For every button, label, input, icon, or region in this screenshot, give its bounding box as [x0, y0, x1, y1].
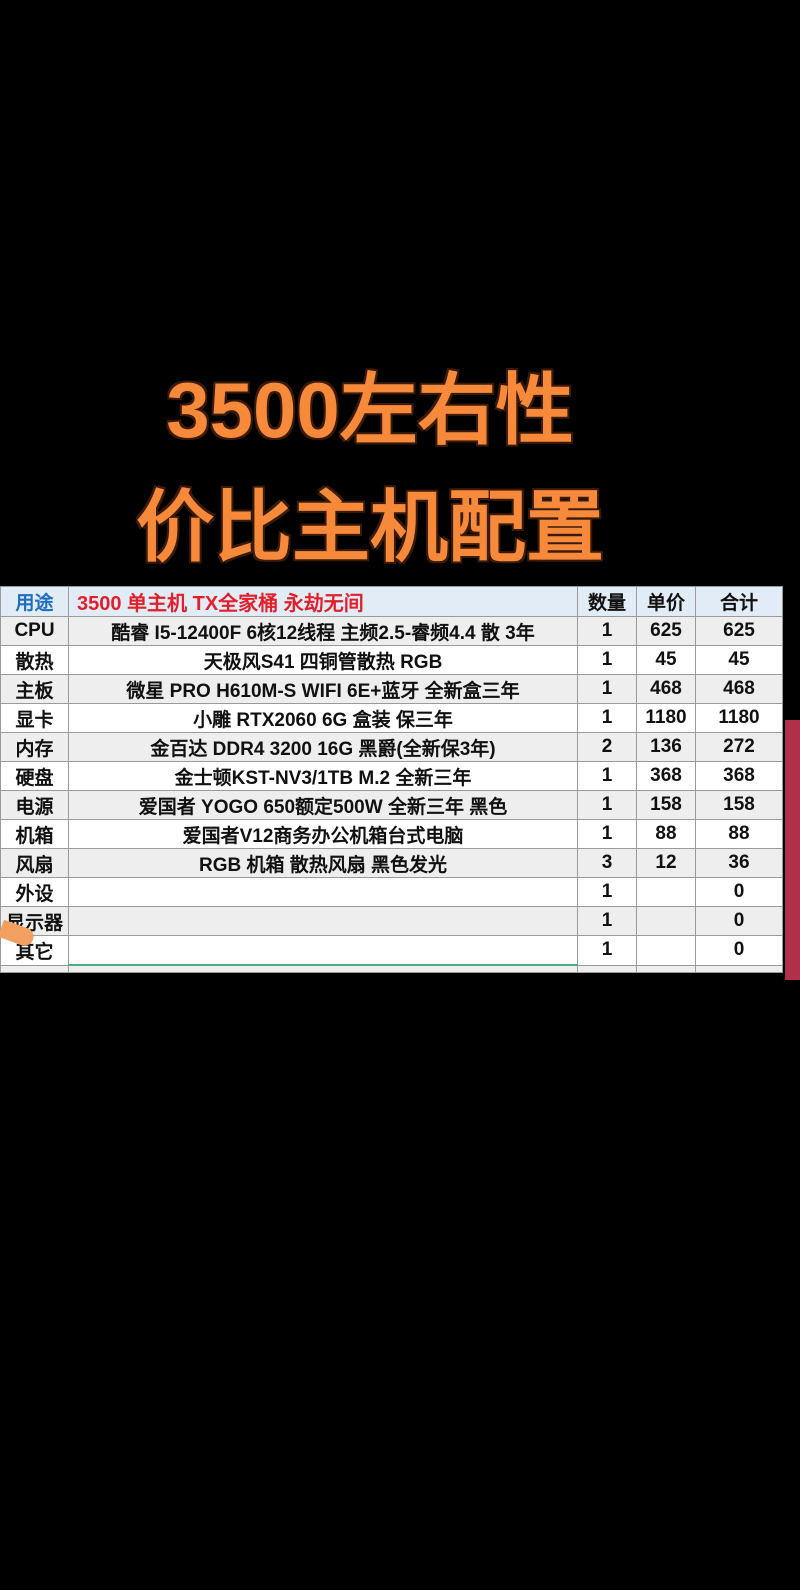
- cell-qty: 2: [577, 732, 637, 762]
- header-total: 合计: [695, 586, 783, 617]
- cell-total: 0: [695, 906, 783, 936]
- table-row: 显卡 小雕 RTX2060 6G 盒装 保三年 1 1180 1180: [0, 703, 783, 733]
- cell-category: 电源: [0, 790, 69, 820]
- cell-description: 酷睿 I5-12400F 6核12线程 主频2.5-睿频4.4 散 3年: [68, 616, 578, 646]
- cell-total: 272: [695, 732, 783, 762]
- cell-description: 爱国者 YOGO 650额定500W 全新三年 黑色: [68, 790, 578, 820]
- table-row: 内存 金百达 DDR4 3200 16G 黑爵(全新保3年) 2 136 272: [0, 732, 783, 762]
- table-row: 电源 爱国者 YOGO 650额定500W 全新三年 黑色 1 158 158: [0, 790, 783, 820]
- cell-category: 机箱: [0, 819, 69, 849]
- cell-total: 625: [695, 616, 783, 646]
- cell-category: 内存: [0, 732, 69, 762]
- cell-qty: 1: [577, 761, 637, 791]
- cell-unit-price: 468: [636, 674, 696, 704]
- cell-description: [68, 906, 578, 936]
- cell-unit-price: 158: [636, 790, 696, 820]
- cell-qty: 1: [577, 877, 637, 907]
- cell-total: 368: [695, 761, 783, 791]
- cell-qty: 1: [577, 935, 637, 966]
- empty-cell: [577, 964, 637, 973]
- cell-total: 88: [695, 819, 783, 849]
- empty-cell: [636, 964, 696, 973]
- cell-qty: 1: [577, 703, 637, 733]
- cell-description: 天极风S41 四铜管散热 RGB: [68, 645, 578, 675]
- cell-unit-price: [636, 877, 696, 907]
- empty-cell: [0, 964, 69, 973]
- table-row: 主板 微星 PRO H610M-S WIFI 6E+蓝牙 全新盒三年 1 468 468: [0, 674, 783, 704]
- header-unit-price: 单价: [636, 586, 696, 617]
- table-row: 散热 天极风S41 四铜管散热 RGB 1 45 45: [0, 645, 783, 675]
- table-row-partial: [0, 964, 783, 973]
- cell-category: CPU: [0, 616, 69, 646]
- cell-unit-price: 88: [636, 819, 696, 849]
- cell-total: 45: [695, 645, 783, 675]
- cell-description: 爱国者V12商务办公机箱台式电脑: [68, 819, 578, 849]
- cell-category: 其它: [0, 935, 69, 966]
- cell-qty: 1: [577, 906, 637, 936]
- cell-description: RGB 机箱 散热风扇 黑色发光: [68, 848, 578, 878]
- cell-category: 主板: [0, 674, 69, 704]
- table-row: 硬盘 金士顿KST-NV3/1TB M.2 全新三年 1 368 368: [0, 761, 783, 791]
- cell-total: 0: [695, 877, 783, 907]
- empty-cell: [695, 964, 783, 973]
- cell-unit-price: 625: [636, 616, 696, 646]
- table-row: CPU 酷睿 I5-12400F 6核12线程 主频2.5-睿频4.4 散 3年 1…: [0, 616, 783, 646]
- cell-qty: 3: [577, 848, 637, 878]
- cell-total: 1180: [695, 703, 783, 733]
- cell-description: 金士顿KST-NV3/1TB M.2 全新三年: [68, 761, 578, 791]
- cell-category: 显卡: [0, 703, 69, 733]
- table-row: 外设 1 0: [0, 877, 783, 907]
- cell-category: 硬盘: [0, 761, 69, 791]
- cell-qty: 1: [577, 616, 637, 646]
- background-strip: [785, 720, 800, 980]
- cell-unit-price: [636, 935, 696, 966]
- cell-description: 小雕 RTX2060 6G 盒装 保三年: [68, 703, 578, 733]
- cell-description: 金百达 DDR4 3200 16G 黑爵(全新保3年): [68, 732, 578, 762]
- cell-description: [68, 935, 578, 966]
- cell-description: 微星 PRO H610M-S WIFI 6E+蓝牙 全新盒三年: [68, 674, 578, 704]
- cell-category: 散热: [0, 645, 69, 675]
- table-row: 风扇 RGB 机箱 散热风扇 黑色发光 3 12 36: [0, 848, 783, 878]
- config-table: 用途 3500 单主机 TX全家桶 永劫无间 数量 单价 合计 CPU 酷睿 I5…: [0, 586, 783, 973]
- cell-qty: 1: [577, 674, 637, 704]
- table-header-row: 用途 3500 单主机 TX全家桶 永劫无间 数量 单价 合计: [0, 586, 783, 617]
- cell-qty: 1: [577, 645, 637, 675]
- cell-category: 风扇: [0, 848, 69, 878]
- table-row: 机箱 爱国者V12商务办公机箱台式电脑 1 88 88: [0, 819, 783, 849]
- cell-total: 158: [695, 790, 783, 820]
- cell-qty: 1: [577, 819, 637, 849]
- cell-unit-price: [636, 906, 696, 936]
- empty-cell: [68, 964, 578, 973]
- cell-unit-price: 368: [636, 761, 696, 791]
- header-category: 用途: [0, 586, 69, 617]
- cell-qty: 1: [577, 790, 637, 820]
- cell-total: 36: [695, 848, 783, 878]
- title-line-1: 3500左右性: [166, 366, 574, 454]
- cell-total: 0: [695, 935, 783, 966]
- table-row: 其它 1 0: [0, 935, 783, 966]
- cell-category: 外设: [0, 877, 69, 907]
- header-description: 3500 单主机 TX全家桶 永劫无间: [68, 586, 578, 617]
- header-qty: 数量: [577, 586, 637, 617]
- table-row: 显示器 1 0: [0, 906, 783, 936]
- cell-unit-price: 12: [636, 848, 696, 878]
- cell-unit-price: 45: [636, 645, 696, 675]
- title-line-2: 价比主机配置: [135, 483, 604, 571]
- cell-total: 468: [695, 674, 783, 704]
- cell-unit-price: 1180: [636, 703, 696, 733]
- cell-description: [68, 877, 578, 907]
- cell-unit-price: 136: [636, 732, 696, 762]
